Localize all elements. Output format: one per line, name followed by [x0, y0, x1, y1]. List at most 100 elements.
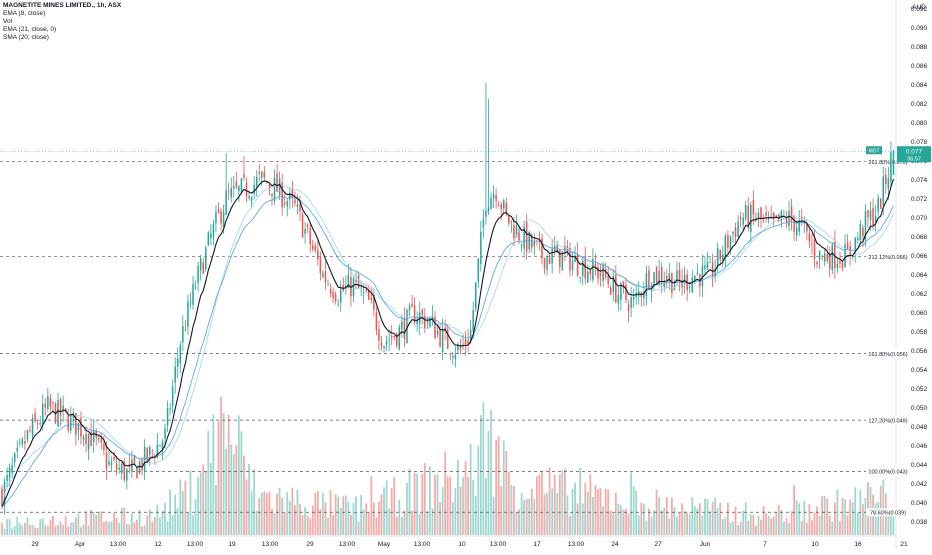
volume-bar [49, 519, 52, 535]
candle-body [505, 202, 508, 213]
time-tick-label: 24 [611, 541, 619, 548]
time-tick-label: 29 [31, 541, 39, 548]
volume-bar [637, 515, 640, 535]
volume-bar [97, 511, 100, 535]
candle-body [164, 428, 166, 439]
time-tick-label: 16 [854, 541, 862, 548]
candle-body [559, 249, 561, 267]
indicator-legend: MAGNETITE MINES LIMITED., 1h, ASX EMA (8… [3, 2, 121, 42]
volume-bar [765, 513, 767, 535]
volume-bar [795, 500, 798, 535]
volume-bar [339, 507, 342, 535]
volume-bar [164, 502, 166, 535]
volume-bar [586, 491, 589, 535]
candle-body [250, 197, 253, 202]
volume-bar [24, 522, 26, 535]
volume-bar [95, 514, 98, 535]
volume-bar [770, 518, 773, 535]
candle-body [622, 281, 625, 288]
time-tick-label: 13:00 [568, 541, 585, 548]
volume-bar [892, 513, 895, 535]
price-tick-label: 0.040 [911, 500, 928, 507]
volume-bar [704, 498, 706, 535]
volume-bar [828, 515, 831, 535]
volume-bar [217, 421, 220, 535]
candle-body [197, 265, 199, 284]
candle-body [62, 405, 64, 412]
candle-body [362, 292, 365, 293]
candle-body [760, 207, 762, 220]
legend-vol[interactable]: Vol [3, 18, 13, 25]
legend-sma20[interactable]: SMA (20, close) [3, 34, 49, 41]
volume-bar [271, 508, 273, 535]
volume-bar [44, 525, 47, 535]
candle-body [396, 333, 398, 346]
candle-body [811, 243, 813, 245]
candle-body [238, 186, 240, 192]
volume-bar [26, 517, 29, 535]
volume-bar [757, 515, 760, 535]
last-price-badge [897, 146, 931, 163]
volume-bar [207, 430, 210, 535]
candle-body [276, 173, 278, 192]
volume-bar [635, 490, 638, 535]
candle-body [126, 468, 128, 481]
volume-bar [372, 502, 375, 535]
volume-bar [29, 524, 31, 535]
legend-ema8[interactable]: EMA (8, close) [3, 10, 46, 17]
volume-bar [492, 496, 495, 535]
candle-body [441, 329, 444, 352]
volume-bar [41, 518, 44, 535]
candle-body [179, 345, 182, 364]
candle-body [329, 289, 332, 294]
candle-body [85, 433, 87, 445]
volume-bar [136, 519, 138, 535]
volume-bar [174, 495, 177, 535]
time-tick-label: 19 [228, 541, 236, 548]
volume-bar [161, 510, 164, 535]
candle-body [859, 224, 862, 241]
candle-body [874, 216, 877, 223]
candle-body [523, 226, 525, 249]
candle-body [472, 310, 474, 331]
candle-body [212, 223, 215, 238]
candle-body [515, 225, 518, 238]
candle-body [19, 442, 21, 444]
fib-level-label: 127.20%(0.049) [868, 418, 907, 424]
candle-body [220, 211, 222, 224]
volume-bar [390, 488, 393, 535]
volume-bar [260, 492, 263, 535]
volume-bar [337, 496, 340, 535]
candle-body [429, 317, 431, 327]
volume-bar [378, 501, 380, 535]
volume-bar [482, 402, 485, 535]
candle-body [11, 465, 13, 473]
candle-body [67, 415, 69, 431]
volume-bar [719, 502, 722, 535]
volume-bar [16, 516, 19, 535]
volume-bar [100, 511, 103, 535]
candle-body [729, 236, 732, 250]
candle-body [337, 303, 339, 305]
candle-body [480, 231, 482, 264]
candle-body [268, 184, 271, 189]
volume-bar [227, 414, 230, 535]
volume-bar [59, 521, 62, 535]
candle-body [839, 260, 841, 264]
volume-bar [421, 473, 424, 535]
candle-body [808, 233, 811, 242]
volume-bar [299, 503, 301, 535]
volume-bar [755, 525, 757, 535]
legend-ema21[interactable]: EMA (21, close, 0) [3, 26, 57, 33]
candle-body [737, 221, 739, 238]
last-price-countdown: 36:57 [907, 156, 921, 162]
volume-bar [783, 521, 785, 535]
volume-bar [110, 521, 113, 535]
candle-body [82, 436, 85, 441]
volume-bar [500, 486, 503, 535]
candle-body [80, 417, 82, 437]
fib-level-label: 261.80%(0.076) [868, 160, 907, 166]
volume-bar [108, 521, 110, 535]
